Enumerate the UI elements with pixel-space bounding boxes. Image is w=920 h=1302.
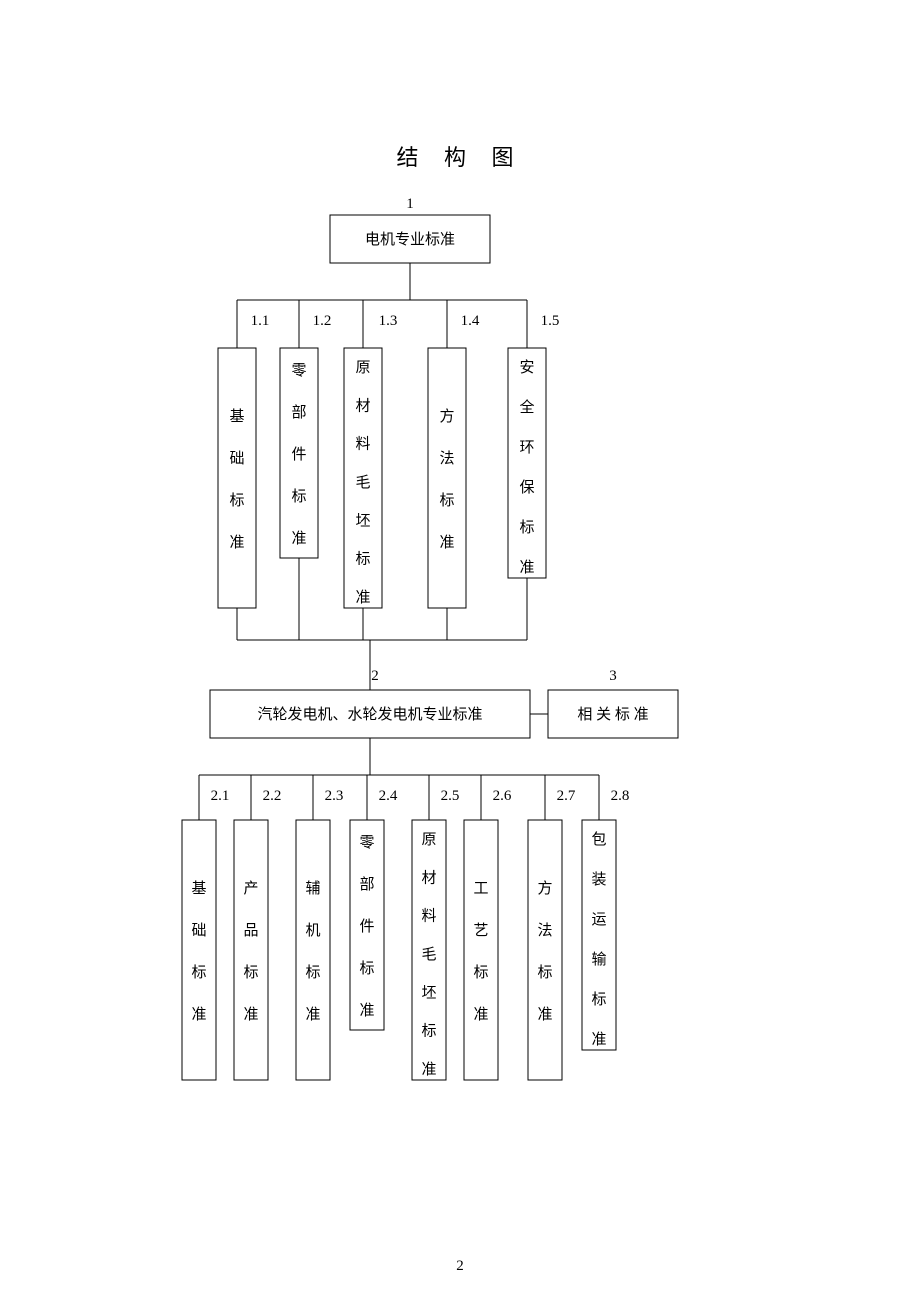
node-number: 2.8 bbox=[611, 788, 630, 804]
node-label: 方法标准 bbox=[537, 880, 552, 1023]
node-label: 电机专业标准 bbox=[365, 231, 455, 248]
node-box bbox=[218, 348, 256, 608]
node-label: 原材料毛坯标准 bbox=[355, 360, 370, 606]
node-number: 1.3 bbox=[379, 313, 398, 329]
node-box bbox=[428, 348, 466, 608]
node-number: 1 bbox=[406, 196, 414, 212]
node-label: 工艺标准 bbox=[473, 881, 488, 1023]
node-label: 辅机标准 bbox=[305, 880, 320, 1023]
node-box bbox=[234, 820, 268, 1080]
diagram-title: 结 构 图 bbox=[396, 145, 523, 170]
node-label: 零部件标准 bbox=[359, 835, 374, 1019]
node-number: 2.1 bbox=[211, 788, 230, 804]
node-number: 2.6 bbox=[493, 788, 512, 804]
node-label: 相 关 标 准 bbox=[577, 706, 648, 723]
node-box bbox=[582, 820, 616, 1050]
node-label: 零部件标准 bbox=[291, 363, 306, 547]
node-number: 1.1 bbox=[251, 313, 270, 329]
structure-diagram: 结 构 图 1 电机专业标准 1.1 基础标准 1.2 零部件标准 1.3 原材料毛坯标准 1.4… bbox=[0, 0, 920, 1302]
node-label: 基础标准 bbox=[229, 408, 244, 551]
node-number: 2.5 bbox=[441, 788, 460, 804]
node-label: 原材料毛坯标准 bbox=[421, 832, 436, 1078]
node-label: 产品标准 bbox=[243, 880, 258, 1023]
node-box bbox=[528, 820, 562, 1080]
node-number: 2.4 bbox=[379, 788, 398, 804]
page-number: 2 bbox=[456, 1258, 464, 1274]
node-box bbox=[464, 820, 498, 1080]
node-number: 2.2 bbox=[263, 788, 282, 804]
node-number: 1.5 bbox=[541, 313, 560, 329]
node-label: 包装运输标准 bbox=[591, 831, 606, 1048]
node-number: 2 bbox=[371, 668, 379, 684]
node-label: 基础标准 bbox=[191, 880, 206, 1023]
node-number: 1.2 bbox=[313, 313, 332, 329]
node-box bbox=[182, 820, 216, 1080]
node-number: 1.4 bbox=[461, 313, 480, 329]
node-label: 方法标准 bbox=[439, 408, 454, 551]
node-box bbox=[296, 820, 330, 1080]
node-number: 2.3 bbox=[325, 788, 344, 804]
node-box bbox=[508, 348, 546, 578]
node-label: 安全环保标准 bbox=[519, 359, 534, 576]
node-number: 3 bbox=[609, 668, 617, 684]
node-number: 2.7 bbox=[557, 788, 576, 804]
node-label: 汽轮发电机、水轮发电机专业标准 bbox=[257, 706, 482, 723]
